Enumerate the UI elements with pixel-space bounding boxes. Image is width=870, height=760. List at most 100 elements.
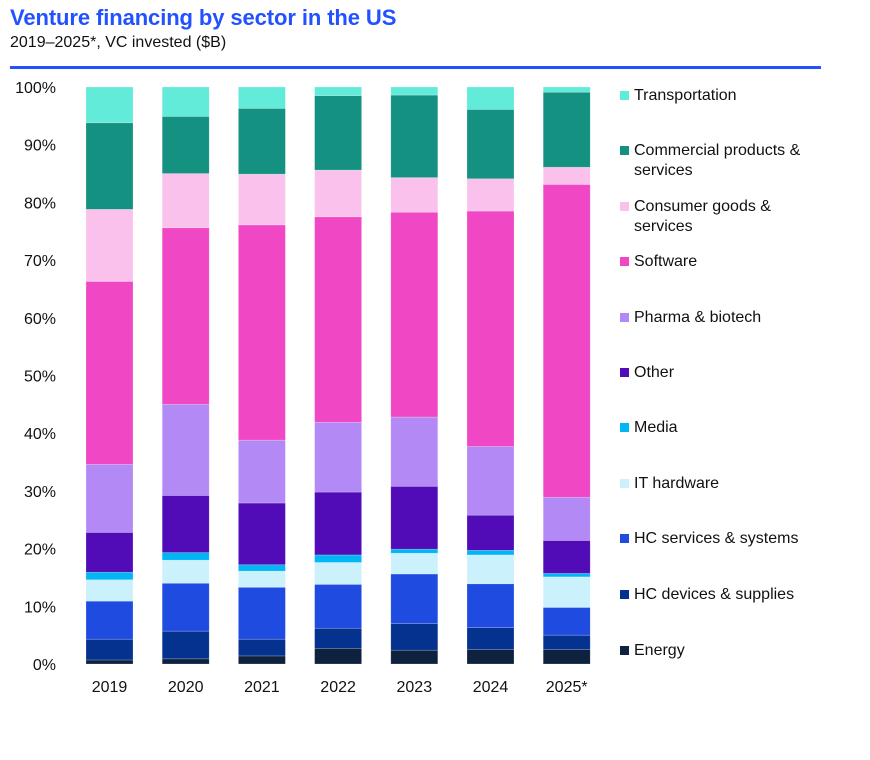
bar-segment-hc-services-systems	[542, 607, 591, 636]
bar-segment-pharma-biotech	[238, 439, 286, 504]
bar-2020	[161, 86, 210, 665]
y-axis: 0% 10% 20% 30% 40% 50% 60% 70% 80% 90% 100%	[15, 80, 56, 674]
x-tick-label: 2022	[320, 679, 356, 696]
stacked-bar-chart: 0%10%20%30%40%50%60%70%80%90%100% 2019 20…	[15, 80, 591, 696]
bar-segment-other	[85, 532, 134, 573]
legend-label: Other	[634, 364, 675, 381]
bar-segment-software	[314, 216, 362, 423]
bar-segment-energy	[390, 649, 439, 665]
bar-segment-pharma-biotech	[161, 404, 210, 496]
bar-segment-hc-devices-supplies	[161, 630, 210, 660]
legend-label: Consumer goods & services	[634, 198, 771, 235]
y-tick-label: 60%	[24, 311, 56, 328]
y-tick-label: 50%	[24, 369, 56, 386]
bar-segment-transportation	[390, 86, 439, 96]
x-axis: 2019 2020 2021 2022 2023 2024 2025*	[92, 679, 588, 696]
y-tick-label: 10%	[24, 599, 56, 616]
legend-item-hc-services: HC services & systems	[620, 529, 834, 549]
bar-2023	[390, 86, 439, 665]
x-tick-label: 2020	[168, 679, 204, 696]
bar-segment-software	[466, 210, 515, 447]
x-tick-label: 2023	[397, 679, 433, 696]
bar-segment-energy	[85, 659, 134, 665]
bar-segment-media	[85, 571, 134, 581]
legend-swatch-icon	[620, 423, 629, 432]
bar-segment-media	[161, 552, 210, 561]
bar-2025	[542, 86, 591, 665]
legend-swatch-icon	[620, 91, 629, 100]
bar-segment-transportation	[85, 86, 134, 124]
legend-label: HC services & systems	[634, 530, 799, 547]
bar-segment-commercial-products-services	[238, 108, 286, 175]
legend-item-pharma: Pharma & biotech	[620, 308, 834, 328]
bar-segment-transportation	[466, 86, 515, 110]
bar-segment-consumer-goods-services	[161, 173, 210, 229]
bar-segment-energy	[238, 655, 286, 665]
legend-label: IT hardware	[634, 475, 720, 492]
bar-segment-hc-devices-supplies	[238, 638, 286, 657]
bar-segment-it-hardware	[314, 562, 362, 585]
bar-segment-transportation	[238, 86, 286, 109]
bar-segment-software	[85, 281, 134, 465]
bar-segment-it-hardware	[542, 576, 591, 608]
legend-swatch-icon	[620, 257, 629, 266]
bar-2019	[85, 86, 134, 665]
bar-2024	[466, 86, 515, 665]
bar-segment-software	[161, 227, 210, 405]
bar-segment-hc-devices-supplies	[85, 638, 134, 661]
bar-segment-other	[466, 514, 515, 551]
legend-item-commercial: Commercial products & services	[620, 141, 834, 181]
y-tick-label: 40%	[24, 426, 56, 443]
bar-segment-consumer-goods-services	[466, 178, 515, 212]
bar-segment-energy	[161, 658, 210, 665]
bar-segment-hc-services-systems	[314, 584, 362, 629]
bar-segment-hc-services-systems	[161, 582, 210, 632]
chart-subtitle: 2019–2025*, VC invested ($B)	[10, 34, 227, 51]
bar-segment-media	[238, 564, 286, 572]
bar-segment-energy	[314, 648, 362, 665]
legend-label: Media	[634, 419, 678, 436]
bar-segment-other	[314, 491, 362, 556]
chart-title: Venture financing by sector in the US	[10, 5, 397, 30]
bar-segment-commercial-products-services	[390, 94, 439, 178]
legend-swatch-icon	[620, 146, 629, 155]
bar-segment-hc-devices-supplies	[314, 627, 362, 649]
legend-swatch-icon	[620, 202, 629, 211]
legend-item-energy: Energy	[620, 641, 834, 661]
bars	[85, 86, 591, 665]
legend-swatch-icon	[620, 590, 629, 599]
x-tick-label: 2024	[473, 679, 509, 696]
y-tick-label: 100%	[15, 80, 56, 97]
y-tick-label: 70%	[24, 253, 56, 270]
bar-segment-commercial-products-services	[542, 91, 591, 168]
bar-segment-media	[466, 550, 515, 556]
bar-segment-software	[542, 184, 591, 498]
bar-segment-consumer-goods-services	[314, 169, 362, 218]
bar-segment-media	[314, 554, 362, 563]
bar-segment-energy	[466, 649, 515, 665]
bar-segment-hc-services-systems	[85, 600, 134, 640]
legend-item-other: Other	[620, 363, 834, 383]
bar-segment-software	[390, 211, 439, 418]
legend-item-it-hardware: IT hardware	[620, 474, 834, 494]
legend-swatch-icon	[620, 646, 629, 655]
legend-swatch-icon	[620, 368, 629, 377]
bar-segment-it-hardware	[390, 552, 439, 575]
bar-segment-pharma-biotech	[85, 464, 134, 533]
bar-segment-hc-services-systems	[390, 573, 439, 624]
bar-segment-it-hardware	[466, 554, 515, 585]
legend-item-hc-devices: HC devices & supplies	[620, 585, 834, 605]
bar-segment-other	[542, 540, 591, 574]
bar-segment-transportation	[542, 86, 591, 93]
bar-segment-media	[542, 573, 591, 578]
bar-segment-media	[390, 548, 439, 554]
legend-item-consumer: Consumer goods & services	[620, 197, 834, 237]
legend-label: Commercial products & services	[634, 142, 801, 179]
bar-segment-pharma-biotech	[390, 416, 439, 487]
bar-segment-commercial-products-services	[85, 122, 134, 210]
bar-segment-hc-services-systems	[238, 586, 286, 640]
legend-item-media: Media	[620, 418, 834, 438]
legend-swatch-icon	[620, 479, 629, 488]
legend-label: Software	[634, 253, 698, 270]
legend-swatch-icon	[620, 534, 629, 543]
